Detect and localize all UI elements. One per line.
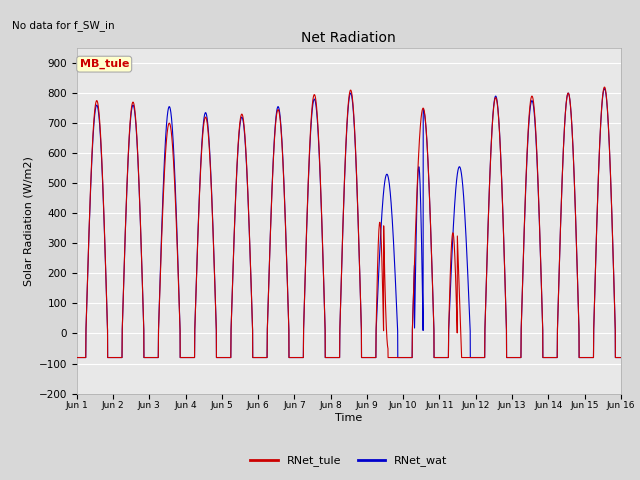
Text: No data for f_SW_in: No data for f_SW_in <box>12 20 114 31</box>
Y-axis label: Solar Radiation (W/m2): Solar Radiation (W/m2) <box>23 156 33 286</box>
Legend: RNet_tule, RNet_wat: RNet_tule, RNet_wat <box>245 451 452 471</box>
Text: MB_tule: MB_tule <box>79 59 129 69</box>
X-axis label: Time: Time <box>335 413 362 423</box>
Title: Net Radiation: Net Radiation <box>301 32 396 46</box>
